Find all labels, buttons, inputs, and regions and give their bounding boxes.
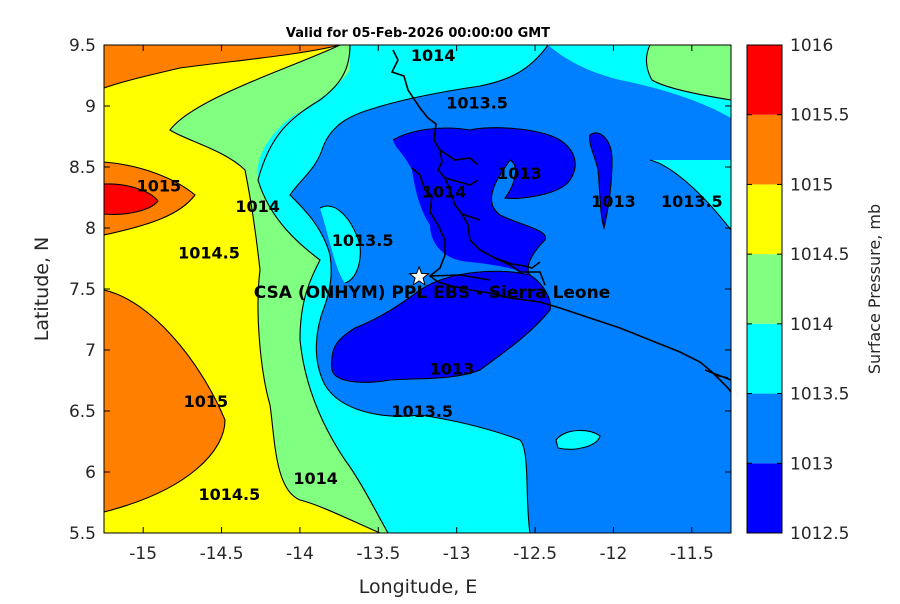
colorbar-segment [747, 463, 782, 533]
contour-fill-1012.5-north [393, 127, 576, 275]
contour-line-1015-south [104, 289, 226, 513]
pressure-field [104, 45, 731, 533]
contour-label: 1014 [293, 469, 338, 488]
y-tick-label: 8 [85, 219, 96, 239]
site-star-marker [408, 265, 430, 287]
contour-label: 1013.5 [332, 231, 394, 250]
contour-line-1015-north [104, 45, 341, 89]
y-tick-label: 7 [85, 341, 96, 361]
y-tick-label: 9.5 [69, 36, 96, 56]
river-network [429, 149, 731, 381]
x-tick-label: -12.5 [513, 544, 557, 564]
colorbar-tick-label: 1013 [790, 454, 833, 474]
colorbar-segment [747, 45, 782, 115]
y-tick-label: 7.5 [69, 280, 96, 300]
contour-label: 1013.5 [391, 402, 453, 421]
x-tick-label: -13.5 [356, 544, 400, 564]
x-tick-label: -13 [443, 544, 471, 564]
x-axis-label: Longitude, E [359, 576, 478, 598]
y-tick-label: 8.5 [69, 158, 96, 178]
contour-fill-1013.5-inlet [320, 206, 361, 283]
map-title: Valid for 05-Feb-2026 00:00:00 GMT [286, 26, 550, 41]
colorbar-segment [747, 393, 782, 464]
colorbar-tick-label: 1014 [790, 315, 833, 335]
contour-label: 1014.5 [199, 485, 261, 504]
contour-label: 1014 [235, 197, 280, 216]
contour-line-1014-northeast [645, 45, 731, 101]
contour-label: 1013.5 [661, 192, 723, 211]
colorbar-tick-label: 1013.5 [790, 385, 849, 405]
y-axis-label: Latitude, N [31, 237, 53, 342]
contour-label: 1013.5 [446, 93, 508, 112]
y-tick-label: 5.5 [69, 524, 96, 544]
contour-label: 1013 [591, 192, 636, 211]
contour-line-1013.5-blob [555, 429, 601, 450]
colorbar-tick-label: 1016 [790, 36, 833, 56]
y-tick-label: 6.5 [69, 402, 96, 422]
contour-fill-1013.5-blob [556, 430, 600, 450]
x-tick-label: -15 [129, 544, 157, 564]
colorbar-segment [747, 114, 782, 185]
x-tick-label: -12 [600, 544, 628, 564]
contour-label: 1014 [411, 46, 456, 65]
colorbar-label: Surface Pressure, mb [865, 204, 884, 374]
contour-fill-1015-south [104, 290, 225, 512]
y-tick-label: 6 [85, 463, 96, 483]
site-annotation: CSA (ONHYM) PPL EBS - Sierra Leone [254, 265, 611, 303]
contour-line-1013-south [331, 270, 551, 383]
colorbar-frame [746, 44, 783, 534]
contour-label: 1015 [137, 176, 182, 195]
x-tick-label: -14.5 [200, 544, 244, 564]
colorbar-segment [747, 184, 782, 255]
contour-line-1015-west [104, 161, 196, 236]
contour-fill-1013.5-east [650, 160, 731, 230]
contour-line-1014 [257, 45, 389, 533]
contour-line-1015.5-west [104, 183, 159, 215]
contour-label: 1015 [184, 392, 229, 411]
x-tick-label: -14 [286, 544, 314, 564]
contour-fill-1015-north [104, 45, 340, 88]
contour-lines [104, 45, 731, 533]
contour-fill-1012.5-east [589, 132, 612, 228]
colorbar-tick-label: 1014.5 [790, 245, 849, 265]
y-tick-label: 9 [85, 97, 96, 117]
x-tick-label: -11.5 [670, 544, 714, 564]
colorbar-tick-label: 1015 [790, 175, 833, 195]
contour-line-1013.5-inlet [319, 205, 361, 284]
contour-line-1013.5-east [649, 159, 731, 231]
contour-label: 1013 [497, 164, 542, 183]
site-label: CSA (ONHYM) PPL EBS - Sierra Leone [254, 283, 611, 303]
contour-line-1013-north [392, 127, 576, 276]
colorbar-tick-label: 1012.5 [790, 524, 849, 544]
x-axis-ticks: -15 -14.5 -14 -13.5 -13 -12.5 -12 -11.5 [129, 45, 714, 564]
contour-label: 1014 [422, 182, 467, 201]
colorbar-segment [747, 254, 782, 324]
colorbar: 1012.5 1013 1013.5 1014 1014.5 1015 1015.5 1016 [746, 36, 849, 544]
contour-label: 1014.5 [178, 243, 240, 262]
coastline-path [411, 167, 731, 393]
contour-labels: 1014 1013.5 1013 1013 1013.5 1014 1015 1014 1014… [137, 46, 723, 504]
contour-line-1013-east [589, 132, 613, 231]
colorbar-tick-label: 1015.5 [790, 106, 849, 126]
contour-line-1014.5 [169, 45, 381, 533]
contour-fill-1012.5-south [331, 271, 551, 383]
contour-line-1013.5 [289, 45, 549, 533]
contour-label: 1013 [430, 359, 475, 378]
colorbar-segment [747, 323, 782, 394]
y-axis-ticks: 5.5 6 6.5 7 7.5 8 8.5 9 9.5 [69, 36, 731, 544]
coastline [390, 49, 731, 393]
